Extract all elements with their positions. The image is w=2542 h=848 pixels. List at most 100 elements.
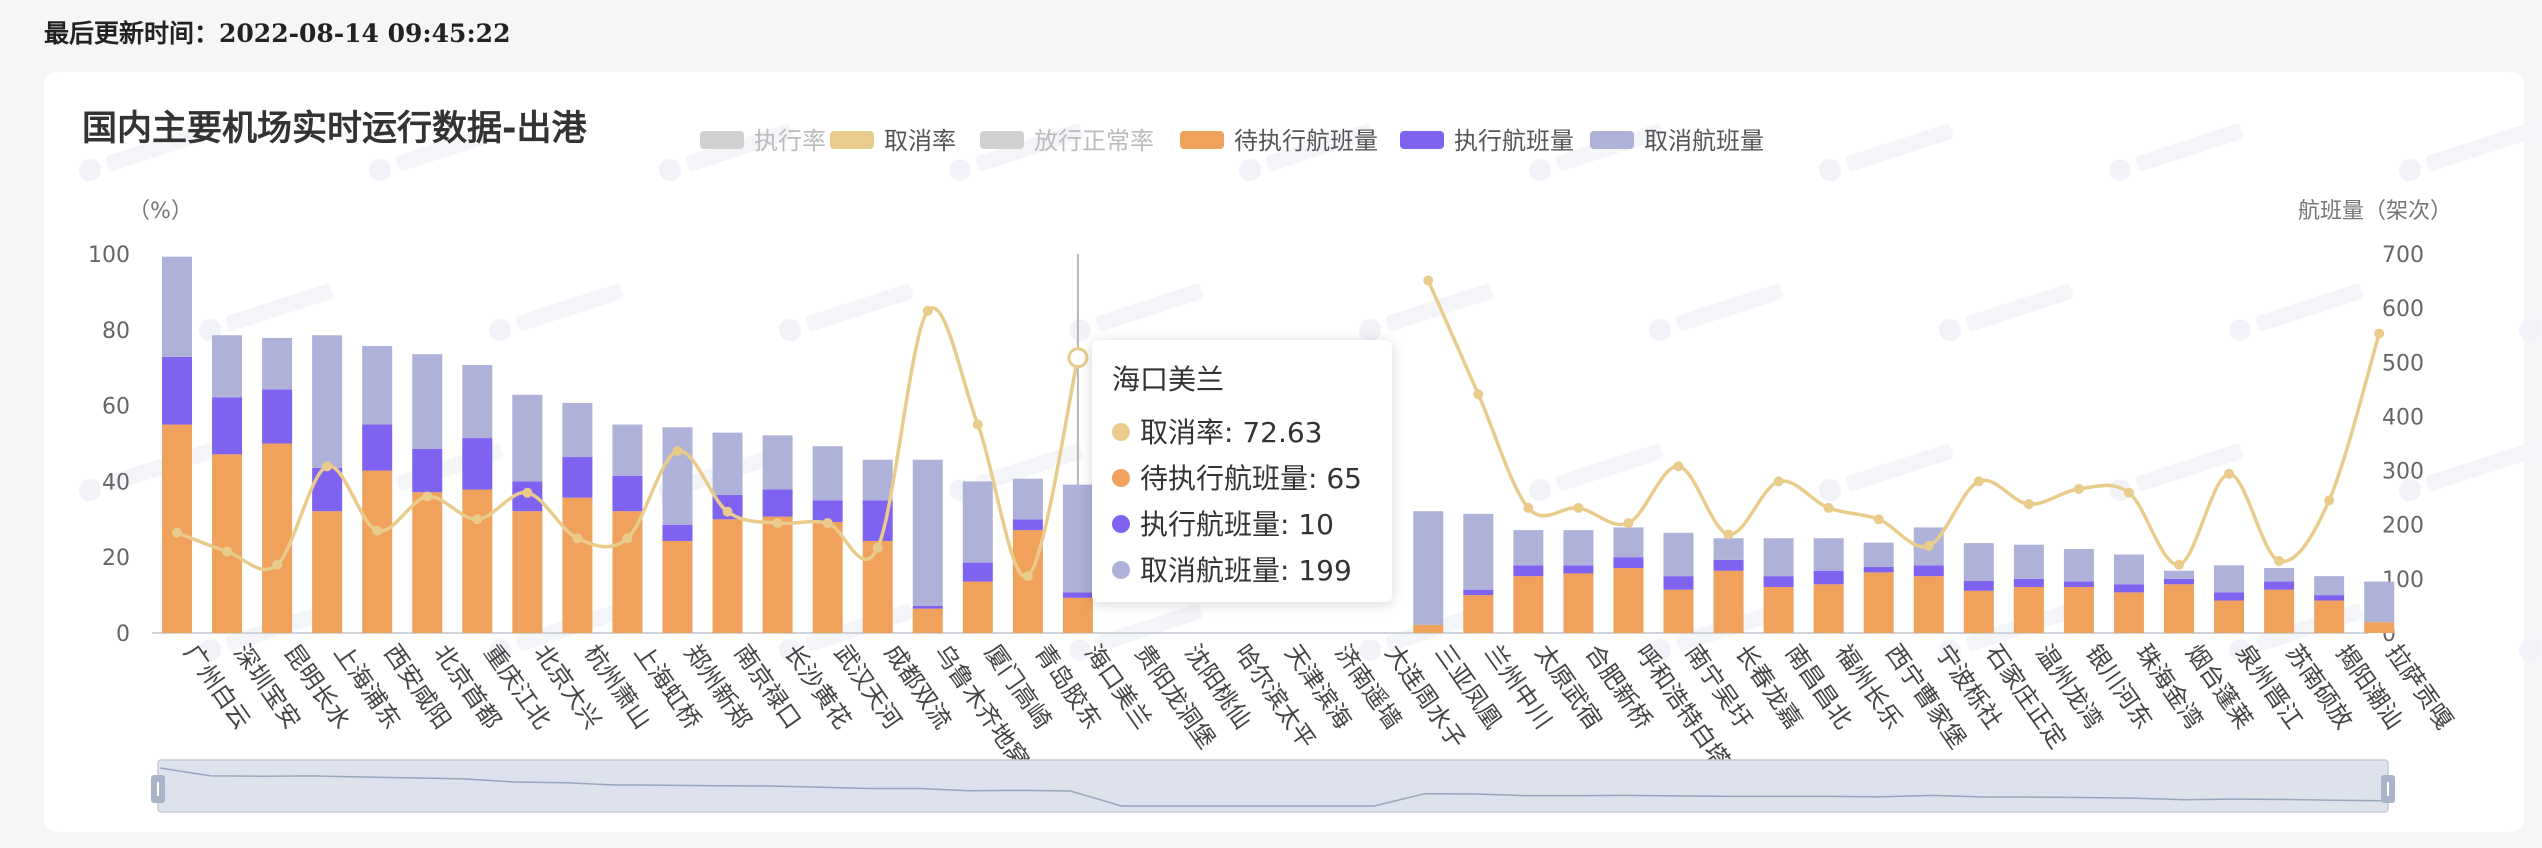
cancel-rate-point[interactable]	[822, 518, 833, 529]
pending-flights-bar[interactable]	[362, 470, 393, 633]
cancel-rate-point[interactable]	[472, 514, 483, 525]
executed-flights-bar[interactable]	[262, 389, 293, 444]
cancel-rate-point[interactable]	[1723, 529, 1734, 540]
cancel-rate-point[interactable]	[922, 305, 933, 316]
cancel-rate-point[interactable]	[222, 546, 233, 557]
executed-flights-bar[interactable]	[762, 489, 793, 517]
executed-flights-bar[interactable]	[312, 467, 343, 512]
executed-flights-bar[interactable]	[562, 457, 593, 498]
cancel-rate-point[interactable]	[422, 491, 433, 502]
pending-flights-bar[interactable]	[1713, 570, 1744, 633]
pending-flights-bar[interactable]	[1563, 573, 1594, 633]
legend-swatch[interactable]	[980, 131, 1024, 149]
cancelled-flights-bar[interactable]	[362, 346, 393, 425]
pending-flights-bar[interactable]	[1663, 589, 1694, 633]
cancelled-flights-bar[interactable]	[962, 481, 993, 563]
cancelled-flights-bar[interactable]	[1563, 530, 1594, 566]
cancelled-flights-bar[interactable]	[762, 435, 793, 490]
pending-flights-bar[interactable]	[462, 489, 493, 633]
cancelled-flights-bar[interactable]	[1663, 532, 1694, 577]
pending-flights-bar[interactable]	[1613, 568, 1644, 633]
pending-flights-bar[interactable]	[2214, 600, 2245, 633]
executed-flights-bar[interactable]	[1563, 565, 1594, 574]
pending-flights-bar[interactable]	[862, 540, 893, 633]
pending-flights-bar[interactable]	[412, 492, 443, 633]
cancel-rate-point[interactable]	[172, 527, 182, 538]
executed-flights-bar[interactable]	[1463, 589, 1494, 596]
cancelled-flights-bar[interactable]	[612, 424, 643, 476]
executed-flights-bar[interactable]	[1513, 565, 1544, 577]
pending-flights-bar[interactable]	[2013, 586, 2044, 633]
pending-flights-bar[interactable]	[612, 511, 643, 633]
legend-swatch[interactable]	[830, 131, 874, 149]
cancelled-flights-bar[interactable]	[2214, 565, 2245, 593]
cancelled-flights-bar[interactable]	[2013, 544, 2044, 579]
legend-item-label[interactable]: 放行正常率	[1034, 127, 1154, 155]
pending-flights-bar[interactable]	[662, 540, 693, 633]
cancelled-flights-bar[interactable]	[312, 335, 343, 468]
pending-flights-bar[interactable]	[1062, 597, 1093, 633]
cancelled-flights-bar[interactable]	[262, 337, 293, 390]
chart-legend[interactable]: 执行率 取消率 放行正常率 待执行航班量 执行航班量 取消航班量	[700, 127, 1764, 155]
cancel-rate-point[interactable]	[522, 487, 533, 498]
pending-flights-bar[interactable]	[312, 511, 343, 633]
cancelled-flights-bar[interactable]	[2264, 568, 2295, 582]
cancelled-flights-bar[interactable]	[662, 427, 693, 525]
pending-flights-bar[interactable]	[2314, 600, 2345, 633]
executed-flights-bar[interactable]	[1813, 570, 1844, 585]
cancelled-flights-bar[interactable]	[1763, 538, 1794, 577]
pending-flights-bar[interactable]	[912, 608, 943, 633]
executed-flights-bar[interactable]	[1062, 592, 1093, 598]
cancelled-flights-bar[interactable]	[2063, 549, 2094, 582]
executed-flights-bar[interactable]	[462, 438, 493, 490]
legend-item-label[interactable]: 执行航班量	[1454, 127, 1574, 155]
pending-flights-bar[interactable]	[2164, 584, 2194, 633]
cancel-rate-point[interactable]	[1423, 275, 1434, 286]
cancelled-flights-bar[interactable]	[2113, 554, 2144, 585]
pending-flights-bar[interactable]	[1413, 624, 1444, 633]
cancelled-flights-bar[interactable]	[1863, 542, 1894, 567]
cancelled-flights-bar[interactable]	[1062, 484, 1093, 593]
cancelled-flights-bar[interactable]	[1963, 543, 1994, 582]
executed-flights-bar[interactable]	[362, 424, 393, 471]
executed-flights-bar[interactable]	[2264, 581, 2295, 590]
cancelled-flights-bar[interactable]	[562, 402, 593, 458]
bars-layer[interactable]	[162, 256, 2395, 634]
legend-item-label[interactable]: 取消率	[884, 127, 956, 155]
executed-flights-bar[interactable]	[812, 500, 843, 523]
cancel-rate-point[interactable]	[772, 518, 783, 529]
pending-flights-bar[interactable]	[762, 516, 793, 633]
pending-flights-bar[interactable]	[262, 443, 293, 634]
cancel-rate-point[interactable]	[572, 533, 583, 544]
executed-flights-bar[interactable]	[612, 475, 643, 512]
legend-swatch[interactable]	[1180, 131, 1224, 149]
cancel-rate-point[interactable]	[1873, 514, 1884, 525]
cancelled-flights-bar[interactable]	[1813, 538, 1844, 571]
pending-flights-bar[interactable]	[1863, 572, 1894, 633]
cancelled-flights-bar[interactable]	[1012, 478, 1043, 520]
pending-flights-bar[interactable]	[1463, 595, 1494, 633]
cancel-rate-point[interactable]	[1973, 476, 1984, 487]
cancel-rate-point[interactable]	[672, 446, 683, 457]
cancelled-flights-bar[interactable]	[2364, 581, 2395, 623]
cancel-rate-point[interactable]	[1673, 461, 1684, 472]
cancelled-flights-bar[interactable]	[412, 354, 443, 449]
legend-swatch[interactable]	[1590, 131, 1634, 149]
executed-flights-bar[interactable]	[2314, 595, 2345, 601]
cancel-rate-point[interactable]	[1473, 389, 1484, 400]
executed-flights-bar[interactable]	[1613, 557, 1644, 569]
pending-flights-bar[interactable]	[1963, 590, 1994, 633]
cancelled-flights-bar[interactable]	[2164, 570, 2194, 579]
pending-flights-bar[interactable]	[812, 522, 843, 633]
pending-flights-bar[interactable]	[1913, 576, 1944, 633]
cancelled-flights-bar[interactable]	[1713, 538, 1744, 560]
cancel-rate-point[interactable]	[872, 542, 883, 553]
pending-flights-bar[interactable]	[512, 511, 543, 633]
cancelled-flights-bar[interactable]	[712, 432, 743, 495]
pending-flights-bar[interactable]	[1763, 586, 1794, 633]
cancelled-flights-bar[interactable]	[512, 394, 543, 482]
executed-flights-bar[interactable]	[412, 448, 443, 493]
executed-flights-bar[interactable]	[212, 397, 243, 455]
cancelled-flights-bar[interactable]	[2314, 576, 2345, 596]
pending-flights-bar[interactable]	[1513, 576, 1544, 633]
